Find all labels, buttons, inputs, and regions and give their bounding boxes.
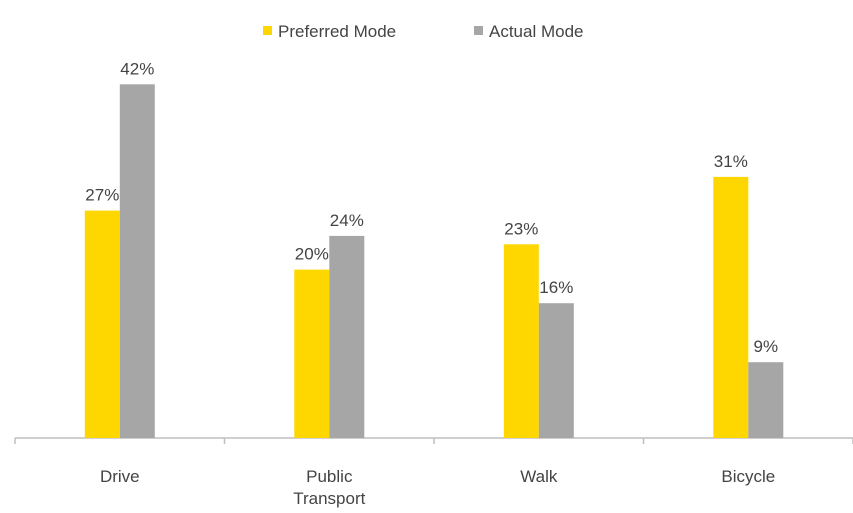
- category-labels: Drive Public Transport Walk Bicycle: [100, 467, 775, 508]
- bar-public-transport-preferred: [294, 269, 330, 438]
- data-labels: 27% 42% 20%24% 23% 16% 31% 9%: [85, 59, 778, 356]
- data-label-walk-preferred: 23%: [504, 219, 538, 238]
- bar-walk-actual: [538, 303, 574, 438]
- bar-bicycle-actual: [748, 362, 784, 438]
- bar-drive-actual: [119, 84, 155, 439]
- category-label-public-transport-line1: Public: [306, 467, 353, 486]
- data-label-bicycle-actual: 9%: [754, 337, 779, 356]
- legend: Preferred Mode Actual Mode: [263, 22, 584, 41]
- bar-public-transport-actual: [329, 235, 365, 438]
- legend-swatch-actual: [474, 26, 483, 35]
- bar-bicycle-preferred: [713, 176, 749, 438]
- bar-drive-preferred: [84, 210, 120, 438]
- data-label-public-transport-actual: 24%: [330, 211, 364, 230]
- data-label-public-transport-preferred: 20%: [295, 245, 329, 264]
- x-axis-ticks: [14, 438, 853, 444]
- category-label-bicycle: Bicycle: [721, 467, 775, 486]
- legend-label-actual: Actual Mode: [489, 22, 584, 41]
- bars: [84, 84, 784, 439]
- data-label-walk-actual: 16%: [539, 278, 573, 297]
- data-label-drive-actual: 42%: [120, 59, 154, 78]
- category-label-drive: Drive: [100, 467, 140, 486]
- data-label-drive-preferred: 27%: [85, 186, 119, 205]
- category-label-walk: Walk: [520, 467, 558, 486]
- legend-swatch-preferred: [263, 26, 272, 35]
- legend-label-preferred: Preferred Mode: [278, 22, 396, 41]
- category-label-public-transport-line2: Transport: [293, 489, 365, 508]
- bar-walk-preferred: [503, 244, 539, 438]
- data-label-bicycle-preferred: 31%: [714, 152, 748, 171]
